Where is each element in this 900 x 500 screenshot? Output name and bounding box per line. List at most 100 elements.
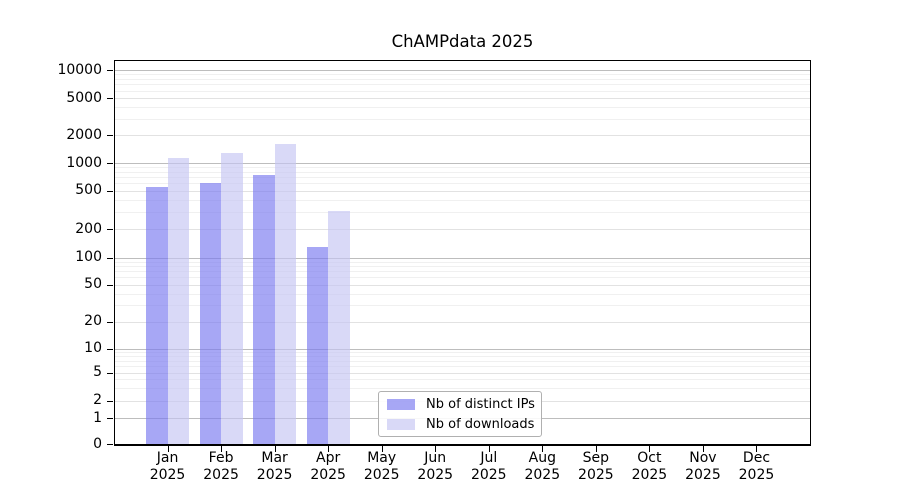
y-tick-label: 10 (84, 340, 102, 356)
gridline-minor (115, 118, 810, 120)
y-tick-mark (107, 401, 113, 402)
y-tick-label: 0 (93, 435, 102, 452)
y-tick-mark (107, 373, 113, 374)
gridline-minor (115, 79, 810, 80)
x-tick-label: Feb 2025 (189, 450, 253, 483)
gridline-minor (115, 379, 810, 381)
bar-downloads (274, 144, 297, 444)
x-tick-mark (435, 446, 436, 452)
bar-distinct-ips (146, 186, 168, 444)
y-tick-mark (107, 418, 113, 419)
y-tick-mark (107, 229, 113, 230)
y-tick-mark (107, 258, 113, 259)
x-tick-month: Sep (582, 450, 610, 466)
x-tick-year: 2025 (203, 466, 239, 483)
gridline-minor (115, 366, 810, 368)
y-tick-mark (107, 322, 113, 323)
bar-distinct-ips (306, 246, 329, 444)
gridline-minor (115, 74, 810, 76)
x-tick-year: 2025 (310, 466, 346, 483)
x-tick-mark (649, 446, 650, 452)
x-tick-label: May 2025 (350, 450, 414, 483)
chart-title: ChAMPdata 2025 (391, 32, 534, 51)
x-tick-month: Nov (689, 450, 717, 466)
y-tick-label: 50 (84, 276, 102, 292)
bar-distinct-ips (199, 182, 222, 444)
x-tick-label: Oct 2025 (617, 450, 681, 483)
legend-item-downloads: Nb of downloads (387, 416, 541, 432)
y-tick-mark (107, 163, 113, 164)
x-tick-label: Dec 2025 (724, 450, 788, 483)
x-tick-mark (168, 446, 169, 452)
y-tick-label: 10000 (57, 61, 102, 78)
x-tick-year: 2025 (631, 466, 668, 483)
x-tick-year: 2025 (738, 466, 775, 483)
plot-area (114, 60, 811, 446)
x-tick-month: Mar (261, 450, 288, 466)
legend-label-downloads: Nb of downloads (426, 416, 535, 432)
gridline-minor (115, 293, 810, 295)
gridline-minor (115, 90, 810, 92)
x-tick-month: Jul (480, 450, 498, 466)
gridline-minor (115, 183, 810, 185)
x-tick-year: 2025 (417, 466, 454, 483)
y-tick-label: 1000 (66, 154, 102, 171)
gridline-minor (115, 271, 810, 273)
x-tick-month: Apr (316, 450, 341, 466)
legend: Nb of distinct IPs Nb of downloads (378, 391, 542, 437)
x-tick-year: 2025 (256, 466, 293, 483)
gridline-minor (115, 199, 810, 201)
x-tick-month: Jun (424, 450, 447, 466)
x-tick-year: 2025 (524, 466, 561, 483)
y-tick-label: 1 (93, 409, 102, 426)
x-tick-year: 2025 (685, 466, 721, 483)
legend-label-distinct-ips: Nb of distinct IPs (426, 396, 535, 412)
y-tick-label: 2000 (66, 126, 102, 143)
x-tick-mark (489, 446, 490, 452)
x-tick-year: 2025 (470, 466, 507, 483)
y-tick-label: 2 (93, 392, 102, 408)
x-tick-label: Jan 2025 (136, 450, 200, 483)
x-tick-mark (596, 446, 597, 452)
gridline (115, 98, 810, 99)
x-tick-mark (221, 446, 222, 452)
x-tick-month: Dec (742, 450, 771, 466)
bar-distinct-ips (253, 174, 275, 444)
bar-downloads (328, 210, 350, 444)
legend-swatch-distinct-ips (387, 398, 415, 410)
gridline-major (115, 348, 810, 350)
gridline-minor (115, 305, 810, 307)
legend-item-distinct-ips: Nb of distinct IPs (387, 396, 541, 412)
x-tick-month: Jan (156, 450, 179, 466)
y-tick-label: 5 (93, 364, 102, 380)
y-tick-mark (107, 70, 113, 71)
y-tick-label: 500 (75, 182, 102, 198)
gridline-minor (115, 177, 810, 179)
gridline-minor (115, 266, 810, 268)
gridline-major (115, 257, 810, 259)
x-tick-label: Mar 2025 (243, 450, 307, 483)
y-tick-label: 5000 (66, 89, 102, 106)
x-tick-label: Nov 2025 (671, 450, 735, 483)
x-tick-mark (756, 446, 757, 452)
x-tick-mark (542, 446, 543, 452)
y-tick-label: 200 (75, 220, 102, 237)
x-tick-label: Jun 2025 (403, 450, 467, 483)
x-tick-year: 2025 (149, 466, 186, 483)
x-tick-label: Apr 2025 (296, 450, 360, 483)
x-tick-month: Aug (528, 450, 556, 466)
gridline (115, 372, 810, 374)
y-tick-mark (107, 349, 113, 350)
gridline-minor (115, 388, 810, 390)
y-tick-mark (107, 135, 113, 136)
gridline (115, 229, 810, 230)
x-tick-mark (703, 446, 704, 452)
gridline-minor (115, 167, 810, 169)
gridline-major (115, 163, 810, 165)
x-tick-mark (275, 446, 276, 452)
x-tick-month: Feb (208, 450, 234, 466)
gridline-minor (115, 172, 810, 174)
gridline-minor (115, 211, 810, 213)
bar-downloads (167, 157, 190, 444)
